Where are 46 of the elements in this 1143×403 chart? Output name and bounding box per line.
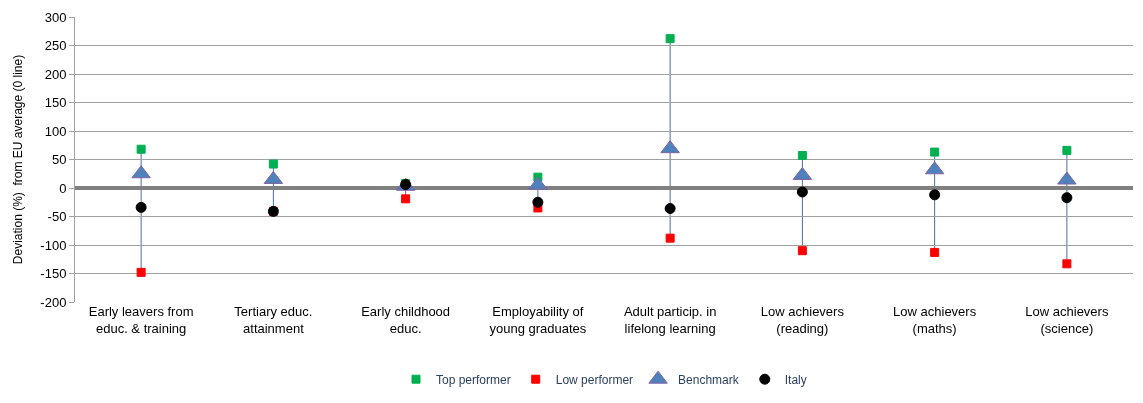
x-tick-label: Tertiary educ. attainment xyxy=(234,304,313,336)
point xyxy=(1062,259,1072,269)
y-tick-label: -200 xyxy=(40,294,67,310)
x-tick-label: Early childhood educ. xyxy=(361,304,451,336)
point xyxy=(930,247,940,257)
legend-label: Benchmark xyxy=(678,372,740,387)
y-axis-title: Deviation (%) from EU average (0 line) xyxy=(10,54,25,265)
x-tick-label: Early leavers from educ. & training xyxy=(88,304,194,336)
point xyxy=(401,194,411,204)
point xyxy=(1062,145,1072,155)
point xyxy=(797,246,807,256)
y-tick-label: 100 xyxy=(44,123,67,139)
x-tick-label: Low achievers (reading) xyxy=(760,304,845,336)
legend-label: Top performer xyxy=(436,372,511,387)
point xyxy=(1061,192,1073,204)
point xyxy=(131,165,151,179)
y-tick-label: 0 xyxy=(59,180,67,196)
point xyxy=(664,203,676,215)
x-tick-label: Adult particip. in lifelong learning xyxy=(623,304,717,336)
point xyxy=(929,189,941,201)
point xyxy=(665,34,675,44)
point xyxy=(660,140,680,154)
y-tick-label: -50 xyxy=(47,209,67,225)
y-tick-label: 300 xyxy=(44,9,67,25)
point xyxy=(528,176,548,190)
y-tick-label: 50 xyxy=(51,152,67,168)
point xyxy=(136,144,146,154)
point xyxy=(665,233,675,243)
y-tick-label: -100 xyxy=(40,237,67,253)
y-tick-label: 150 xyxy=(44,95,67,111)
point xyxy=(1057,171,1077,185)
point xyxy=(797,151,807,161)
legend-label: Italy xyxy=(784,372,807,387)
point xyxy=(930,147,940,157)
point xyxy=(268,159,278,169)
y-tick-label: 250 xyxy=(44,38,67,54)
x-tick-label: Low achievers (maths) xyxy=(893,304,977,336)
legend-label: Low performer xyxy=(555,372,634,387)
point xyxy=(135,201,147,213)
point xyxy=(796,186,808,198)
point xyxy=(532,196,544,208)
y-tick-label: 200 xyxy=(44,66,67,82)
x-tick-label: Low achievers (science) xyxy=(1025,304,1109,336)
y-tick-label: -150 xyxy=(40,266,67,282)
x-tick-label: Employability of young graduates xyxy=(489,304,587,336)
point xyxy=(136,267,146,277)
